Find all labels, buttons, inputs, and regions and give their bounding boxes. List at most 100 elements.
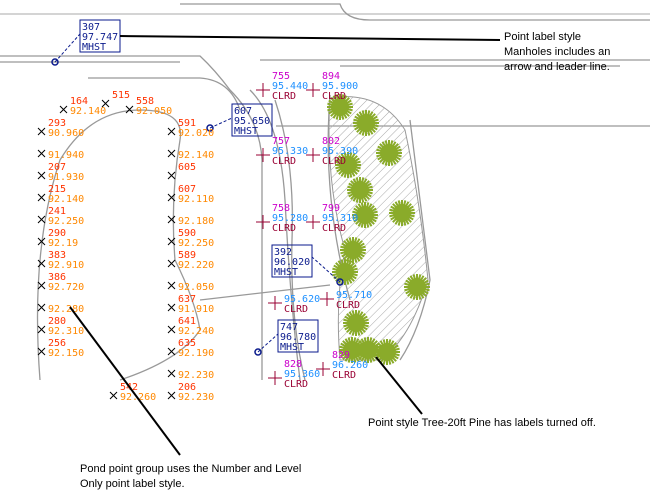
- pond-point-number: 256: [48, 338, 66, 349]
- tree-pine-icon: [352, 202, 378, 228]
- point-description: CLRD: [322, 156, 346, 167]
- pond-point-marker: [167, 391, 176, 400]
- pond-point-elevation: 92.140: [178, 150, 214, 161]
- point-marker-cross: [306, 83, 320, 97]
- point-elevation: 95.390: [322, 146, 358, 157]
- pond-point-elevation: 92.020: [178, 128, 214, 139]
- manhole-elevation: 96.780: [280, 332, 316, 343]
- point-marker-cross: [256, 83, 270, 97]
- point-labels: 30797.747MHST60795.650MHST39296.020MHST7…: [37, 19, 372, 403]
- pond-point-marker: [167, 325, 176, 334]
- point-elevation: 95.330: [272, 146, 308, 157]
- tree-crown: [351, 181, 369, 199]
- tree-pine-icon: [404, 274, 430, 300]
- point-marker-cross: [306, 148, 320, 162]
- pond-point-number: 641: [178, 316, 196, 327]
- tree-crown: [343, 341, 361, 359]
- pond-point-elevation: 92.050: [178, 282, 214, 293]
- annotation-line: Manholes includes an: [504, 46, 611, 58]
- pond-point-marker: [59, 105, 68, 114]
- pond-point-number: 164: [70, 96, 88, 107]
- annotation-line: Point label style: [504, 31, 582, 43]
- tree-crown: [356, 206, 374, 224]
- pond-point-marker: [37, 127, 46, 136]
- point-number: 755: [272, 71, 290, 82]
- pond-point-elevation: 92.140: [48, 194, 84, 205]
- pond-point-number: 241: [48, 206, 66, 217]
- pond-point-elevation: 91.930: [48, 172, 84, 183]
- pond-point-elevation: 91.940: [48, 150, 84, 161]
- tree-pine-icon: [376, 140, 402, 166]
- pond-point-elevation: 92.19: [48, 238, 78, 249]
- point-description: CLRD: [272, 223, 296, 234]
- manhole-elevation: 96.020: [274, 257, 310, 268]
- pond-point-marker: [167, 215, 176, 224]
- tree-crown: [378, 343, 396, 361]
- point-elevation: 95.360: [284, 369, 320, 380]
- pond-point-elevation: 92.280: [48, 304, 84, 315]
- pond-point-elevation: 92.050: [136, 106, 172, 117]
- pond-point-marker: [167, 281, 176, 290]
- point-number: 894: [322, 71, 340, 82]
- pond-point-elevation: 92.180: [178, 216, 214, 227]
- tree-pine-icon: [353, 110, 379, 136]
- pond-point-marker: [167, 171, 176, 180]
- manhole-point-icon: [254, 348, 262, 356]
- point-elevation: 95.280: [272, 213, 308, 224]
- tree-crown: [347, 314, 365, 332]
- point-number: 757: [272, 136, 290, 147]
- pond-point-marker: [167, 193, 176, 202]
- pond-point-marker: [37, 281, 46, 290]
- pond-point-marker: [37, 171, 46, 180]
- point-elevation: 95.620: [284, 294, 320, 305]
- point-marker-cross: [256, 215, 270, 229]
- pond-point-number: 515: [112, 90, 130, 101]
- pond-point-number: 558: [136, 96, 154, 107]
- manhole-elevation: 95.650: [234, 116, 270, 127]
- tree-crown: [408, 278, 426, 296]
- point-description: CLRD: [272, 156, 296, 167]
- point-marker-cross: [316, 362, 330, 376]
- point-description: CLRD: [322, 223, 346, 234]
- manhole-point-icon: [336, 278, 344, 286]
- pond-point-marker: [37, 325, 46, 334]
- pond-point-elevation: 92.310: [48, 326, 84, 337]
- pond-point-elevation: 92.910: [48, 260, 84, 271]
- tree-crown: [393, 204, 411, 222]
- pond-point-elevation: 92.230: [178, 392, 214, 403]
- pond-point-marker: [37, 303, 46, 312]
- pond-point-marker: [167, 369, 176, 378]
- manhole-leader: [257, 333, 279, 353]
- pond-point-marker: [37, 193, 46, 202]
- manhole-number: 392: [274, 247, 292, 258]
- manhole-description: MHST: [280, 342, 304, 353]
- pond-group-annotation: Pond point group uses the Number and Lev…: [80, 462, 301, 492]
- pond-point-marker: [167, 259, 176, 268]
- manhole-point-icon: [206, 124, 214, 132]
- pond-point-number: 207: [48, 162, 66, 173]
- pond-point-number: 280: [48, 316, 66, 327]
- pond-point-elevation: 92.220: [178, 260, 214, 271]
- pond-point-elevation: 92.140: [70, 106, 106, 117]
- manhole-description: MHST: [274, 267, 298, 278]
- pond-point-marker: [125, 105, 134, 114]
- annotation-line: arrow and leader line.: [504, 61, 610, 73]
- point-marker-cross: [306, 215, 320, 229]
- pond-point-marker: [101, 99, 110, 108]
- tree-crown: [344, 241, 362, 259]
- tree-crown: [336, 263, 354, 281]
- pond-point-number: 637: [178, 294, 196, 305]
- pond-point-number: 215: [48, 184, 66, 195]
- manhole-label-box: [277, 319, 319, 353]
- pond-point-number: 590: [178, 228, 196, 239]
- pond-point-marker: [167, 303, 176, 312]
- pond-point-elevation: 92.230: [178, 370, 214, 381]
- leader-lines: [69, 35, 501, 456]
- pond-point-number: 290: [48, 228, 66, 239]
- pond-point-number: 293: [48, 118, 66, 129]
- pond-point-elevation: 92.240: [178, 326, 214, 337]
- point-elevation: 96.260: [332, 360, 368, 371]
- annotation-line: Pond point group uses the Number and Lev…: [80, 463, 302, 475]
- pond-callout-leader: [69, 306, 181, 456]
